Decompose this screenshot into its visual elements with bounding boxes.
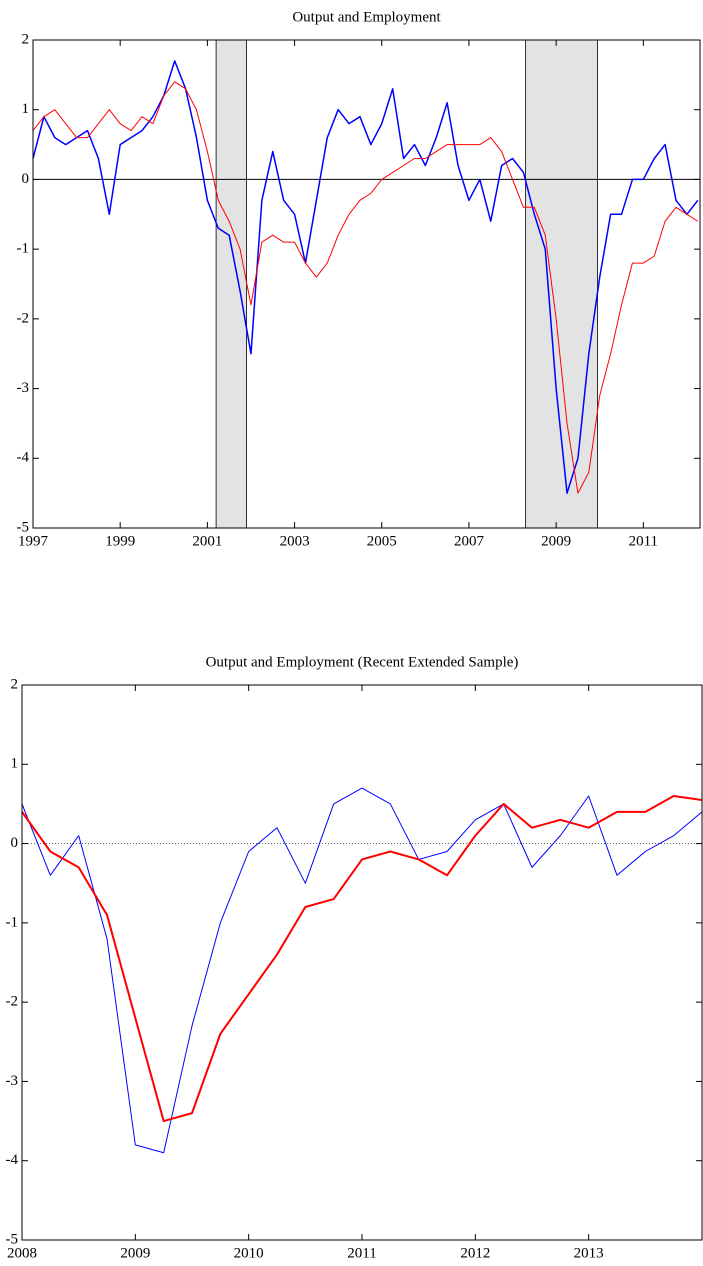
x-tick-label: 1999 (105, 533, 135, 549)
x-tick-label: 2012 (460, 1245, 490, 1261)
plot-frame (21, 684, 703, 1241)
y-tick-label: -4 (6, 1152, 19, 1168)
y-tick-label: 2 (11, 676, 19, 692)
chart-title: Output and Employment (Recent Extended S… (206, 654, 519, 670)
y-tick-label: -2 (17, 310, 30, 326)
plot-frame (32, 39, 701, 529)
series-line (32, 60, 699, 494)
x-tick-label: 2009 (120, 1245, 150, 1261)
y-tick-label: -1 (6, 914, 19, 930)
x-tick-label: 2005 (367, 533, 397, 549)
recession-band (215, 39, 248, 529)
y-tick-label: 1 (11, 756, 19, 772)
y-tick-label: -3 (6, 1073, 19, 1089)
x-tick-label: 2009 (541, 533, 571, 549)
x-tick-label: 2001 (192, 533, 222, 549)
x-tick-label: 1997 (18, 533, 49, 549)
y-tick-label: -5 (17, 519, 30, 535)
y-tick-label: -4 (17, 450, 30, 466)
x-tick-label: 2010 (234, 1245, 264, 1261)
recession-band (525, 39, 598, 529)
series-line (21, 795, 703, 1123)
series-line (21, 787, 703, 1154)
y-tick-label: -5 (6, 1231, 19, 1247)
x-tick-label: 2011 (629, 533, 658, 549)
y-tick-label: -1 (17, 241, 30, 257)
y-tick-label: 0 (22, 171, 30, 187)
x-tick-label: 2003 (280, 533, 310, 549)
y-tick-label: 2 (22, 31, 30, 47)
chart-title: Output and Employment (292, 9, 441, 25)
y-tick-label: 1 (22, 101, 30, 117)
x-tick-label: 2013 (574, 1245, 604, 1261)
y-tick-label: -3 (17, 380, 30, 396)
x-tick-label: 2011 (347, 1245, 376, 1261)
x-tick-label: 2007 (454, 533, 485, 549)
y-tick-label: 0 (11, 835, 19, 851)
x-tick-label: 2008 (7, 1245, 37, 1261)
y-tick-label: -2 (6, 994, 19, 1010)
series-line (32, 81, 699, 494)
